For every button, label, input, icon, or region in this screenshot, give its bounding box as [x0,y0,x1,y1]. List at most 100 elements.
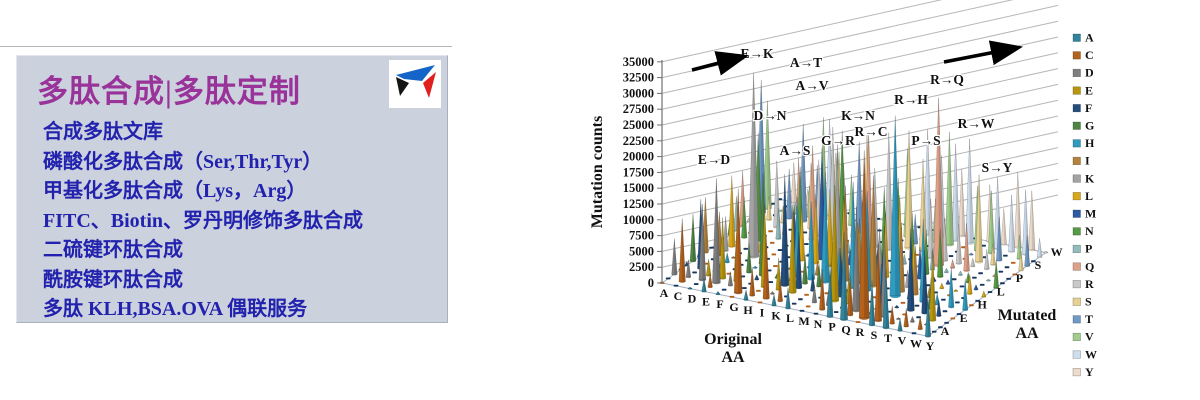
legend-label: R [1085,277,1094,291]
cone-shade [991,190,995,253]
cone [775,208,782,239]
floor-dash [768,230,773,233]
annotation-label: K→N [841,108,875,123]
promo-banner[interactable]: 多肽合成|多肽定制 合成多肽文库 磷酸化多肽合成（Ser,Thr,Tyr） 甲基化多… [16,55,448,323]
cone-shade [848,241,851,253]
legend-item: Y [1072,365,1094,379]
legend-label: E [1085,83,1093,97]
x-axis-title: Original [704,331,762,348]
legend-item: V [1072,330,1094,344]
cone-field [659,72,1049,338]
cone [858,150,870,319]
cone-shade [934,276,937,281]
cone [741,196,748,238]
floor-dash [665,277,671,280]
cone [912,245,919,295]
service-item[interactable]: 二硫键环肽合成 [43,239,183,261]
floor-dash [942,310,948,313]
cone-shade [898,317,901,319]
cone-shade [766,235,770,299]
cone [707,273,713,288]
annotation-label: E→K [740,46,774,61]
floor-dash [877,229,882,232]
legend-swatch [1072,121,1081,130]
legend-swatch [1072,280,1081,289]
cone-shade [794,202,798,253]
floor-dash [948,255,954,257]
brand-logo [389,60,441,108]
cone-shade [776,160,781,227]
cone [944,131,954,245]
floor-dash [886,299,892,301]
cone-shade [923,158,927,251]
service-item[interactable]: 磷酸化多肽合成（Ser,Thr,Tyr） [43,150,323,173]
y-axis-tick-label: 17500 [623,165,654,179]
floor-dash [925,284,931,287]
x-axis-label: Q [841,322,850,336]
cone-shade [901,222,905,292]
z-axis-label: A [941,324,950,338]
service-item[interactable]: 合成多肽文库 [43,121,163,143]
cone [934,293,940,305]
annotation-label: R→C [855,124,888,139]
cone [889,115,901,297]
service-item[interactable]: FITC、Biotin、罗丹明修饰多肽合成 [43,209,364,232]
cone-shade [872,280,875,325]
cone [955,224,962,264]
z-axis-label: L [997,284,1005,298]
cone [1000,208,1007,245]
cone [719,217,727,279]
floor-dash [941,298,946,301]
x-axis-label: T [884,331,892,345]
cone-shade [859,218,863,283]
cone [958,169,966,237]
cone-shade [972,258,976,267]
service-item[interactable]: 酰胺键环肽合成 [43,268,183,291]
cone [671,238,678,275]
cone [746,243,752,273]
cone [840,232,848,320]
cone-shade [755,266,758,268]
legend-label: Y [1085,365,1094,379]
legend-swatch [1072,192,1081,201]
cone [724,252,730,263]
cone [780,174,790,286]
cone [754,274,760,280]
cone-shade [746,289,749,300]
floor-dash [911,332,917,335]
cone-shade [969,274,973,294]
legend-swatch [1072,33,1081,42]
x-axis-label: H [743,303,753,317]
legend-item: R [1072,277,1094,291]
cone-shade [888,132,894,250]
cone [936,299,942,317]
cone [1024,235,1031,267]
legend-label: K [1085,171,1095,185]
z-axis-label: W [1051,245,1063,259]
cone-shade [793,162,797,203]
floor-dash [773,265,778,267]
cone [975,174,983,263]
grid-line [661,99,1059,189]
annotation-label: R→H [894,92,928,107]
cone [895,317,902,320]
cone-shade [815,194,820,263]
cone-shade [674,238,678,275]
cone-shade [951,267,955,307]
legend-swatch [1072,227,1081,236]
legend-label: D [1085,66,1094,80]
service-item[interactable]: 多肽 KLH,BSA.OVA 偶联服务 [43,298,308,320]
cone-shade [837,153,842,273]
cone [984,249,990,270]
cone [685,259,692,278]
x-axis-label: D [688,292,697,306]
cone-shade [924,250,929,313]
cone-shade [761,79,766,213]
cone-shade [744,196,748,238]
annotation-label: P→S [911,133,940,148]
floor-dash [1000,282,1005,285]
service-item[interactable]: 甲基化多肽合成（Lys，Arg） [43,180,307,202]
